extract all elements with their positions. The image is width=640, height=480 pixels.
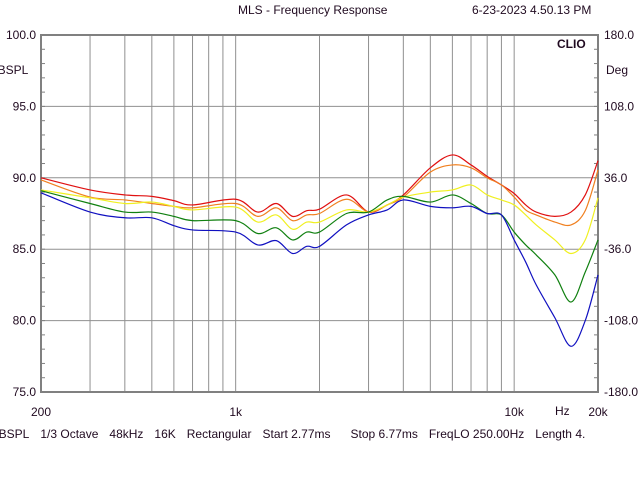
plot-border xyxy=(40,34,599,393)
y-tick-label: 75.0 xyxy=(13,385,37,399)
series-line-green xyxy=(40,190,599,303)
x-tick-label: 1k xyxy=(229,405,243,419)
status-item: 1/3 Octave xyxy=(40,427,99,441)
y-tick-label: 80.0 xyxy=(13,314,37,328)
x-tick-label: 20k xyxy=(588,405,608,419)
status-item: FreqLO 250.00Hz xyxy=(428,427,525,441)
x-axis-label: Hz xyxy=(555,404,570,418)
status-item: 16K xyxy=(154,427,176,441)
y2-axis-label: Deg xyxy=(606,63,629,77)
y2-tick-label: -36.0 xyxy=(604,242,632,256)
timestamp: 6-23-2023 4.50.13 PM xyxy=(472,3,592,17)
status-item: Stop 6.77ms xyxy=(350,427,418,441)
y-axis-label: dBSPL xyxy=(0,63,29,77)
y2-tick-label: -180.0 xyxy=(604,385,638,399)
y-tick-label: 90.0 xyxy=(13,171,37,185)
status-bar: dBSPL 1/3 Octave 48kHz 16K Rectangular Start … xyxy=(0,427,596,441)
y2-tick-label: -108.0 xyxy=(604,314,638,328)
status-item: dBSPL xyxy=(0,427,30,441)
status-item: Rectangular xyxy=(186,427,252,441)
series-line-blue xyxy=(40,192,599,347)
chart-title: MLS - Frequency Response xyxy=(238,3,388,17)
y2-tick-label: 180.0 xyxy=(604,28,634,42)
status-item: Length 4. xyxy=(535,427,586,441)
y2-tick-label: 36.0 xyxy=(604,171,628,185)
x-tick-label: 200 xyxy=(31,405,51,419)
x-tick-label: 10k xyxy=(504,405,524,419)
series-line-yellow xyxy=(40,184,599,255)
status-item: 48kHz xyxy=(109,427,144,441)
status-item: Start 2.77ms xyxy=(262,427,331,441)
clio-logo: CLIO xyxy=(557,37,586,51)
series-line-orange xyxy=(40,164,599,227)
y-tick-label: 100.0 xyxy=(6,28,36,42)
y2-tick-label: 108.0 xyxy=(604,99,634,113)
y-tick-label: 85.0 xyxy=(13,242,37,256)
y-tick-label: 95.0 xyxy=(13,99,37,113)
